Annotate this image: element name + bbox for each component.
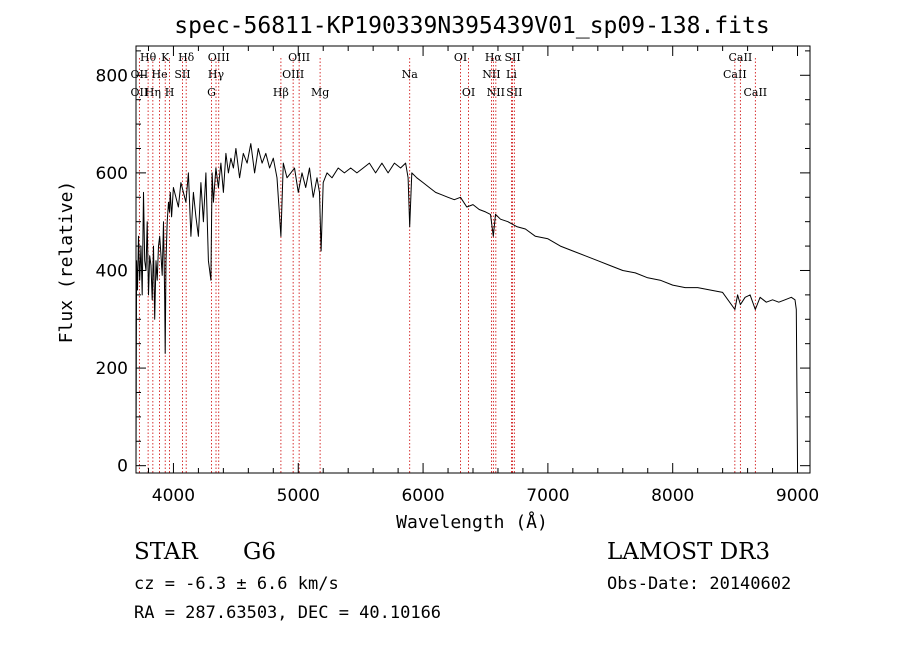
line-marker-label: SII	[174, 68, 190, 81]
x-tick-label: 4000	[152, 486, 195, 506]
line-marker-label: OIII	[288, 51, 310, 64]
line-marker-label: CaII	[729, 51, 753, 64]
line-marker-label: NII	[482, 68, 500, 81]
line-marker-label: G	[207, 86, 216, 99]
survey-label: LAMOST DR3	[607, 539, 771, 565]
line-marker-label: He	[152, 68, 168, 81]
line-marker-label: OII	[131, 86, 149, 99]
line-marker-label: H	[165, 86, 175, 99]
line-marker-label: Hβ	[273, 86, 289, 99]
y-tick-label: 600	[96, 164, 128, 184]
line-marker-label: Hα	[485, 51, 503, 64]
x-tick-label: 7000	[526, 486, 569, 506]
line-marker-label: OII	[131, 68, 149, 81]
redshift-text: cz = -6.3 ± 6.6 km/s	[134, 574, 339, 594]
line-marker-label: Hη	[145, 86, 161, 99]
chart-title: spec-56811-KP190339N395439V01_sp09-138.f…	[174, 13, 769, 39]
spectral-line-markers	[138, 58, 756, 473]
spectrum-series	[135, 143, 798, 466]
x-tick-label: 9000	[776, 486, 819, 506]
y-tick-label: 400	[96, 261, 128, 281]
y-axis-label: Flux (relative)	[56, 181, 77, 344]
x-tick-label: 8000	[651, 486, 694, 506]
object-subclass: G6	[243, 539, 277, 565]
y-tick-label: 800	[96, 66, 128, 86]
spectrum-line	[135, 143, 798, 466]
axis-ticks: 4000 5000 6000 7000 8000 9000 0 200 400 600 800	[96, 46, 819, 506]
coordinates-text: RA = 287.63503, DEC = 40.10166	[134, 603, 442, 623]
line-marker-label: Hθ	[140, 51, 157, 64]
line-marker-label: SII	[506, 86, 522, 99]
y-tick-label: 200	[96, 359, 128, 379]
line-marker-label: Li	[506, 68, 517, 81]
line-marker-label: Hγ	[208, 68, 225, 81]
line-marker-label: K	[161, 51, 170, 64]
line-marker-label: OIII	[282, 68, 304, 81]
line-marker-label: Na	[402, 68, 419, 81]
line-marker-label: NII	[487, 86, 505, 99]
y-tick-label: 0	[117, 457, 128, 477]
line-marker-label: OIII	[208, 51, 230, 64]
line-marker-label: OI	[454, 51, 467, 64]
x-axis-label: Wavelength (Å)	[396, 511, 548, 533]
line-marker-label: CaII	[723, 68, 747, 81]
line-marker-label: CaII	[743, 86, 767, 99]
line-marker-label: Mg	[311, 86, 329, 99]
line-marker-label: Hδ	[178, 51, 195, 64]
object-class: STAR	[134, 539, 198, 565]
obs-date-text: Obs-Date: 20140602	[607, 574, 792, 594]
x-tick-label: 5000	[277, 486, 320, 506]
x-tick-label: 6000	[401, 486, 444, 506]
plot-frame	[135, 45, 811, 474]
line-marker-label: OI	[462, 86, 475, 99]
line-marker-label: SII	[504, 51, 520, 64]
